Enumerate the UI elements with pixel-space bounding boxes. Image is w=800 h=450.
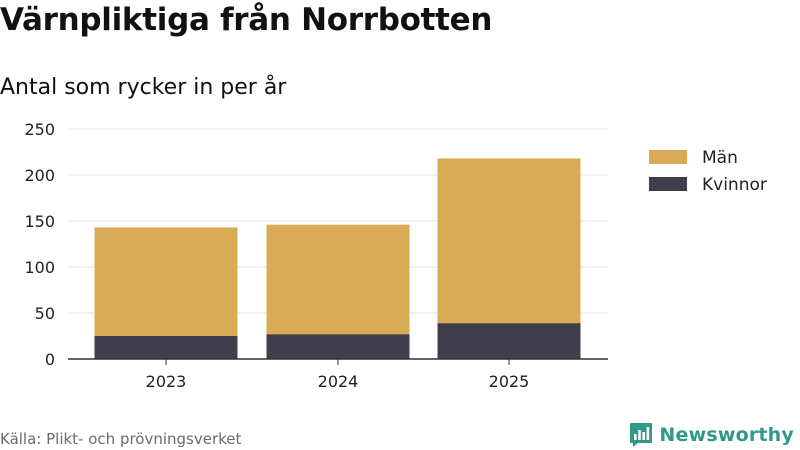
y-tick-label: 50 xyxy=(35,304,55,323)
source-note: Källa: Plikt- och prövningsverket xyxy=(0,430,242,448)
newsworthy-logo-text: Newsworthy xyxy=(659,424,794,446)
legend-label: Män xyxy=(702,148,738,168)
x-tick-label: 2023 xyxy=(146,372,187,391)
legend-swatch xyxy=(649,150,687,164)
legend-label: Kvinnor xyxy=(702,175,767,195)
bar-kvinnor-2024 xyxy=(266,334,410,359)
y-tick-label: 0 xyxy=(45,350,55,369)
y-tick-label: 150 xyxy=(24,212,55,231)
x-tick-label: 2025 xyxy=(489,372,530,391)
y-tick-label: 250 xyxy=(24,120,55,139)
bar-m-n-2024 xyxy=(266,224,410,335)
bar-kvinnor-2025 xyxy=(437,323,581,359)
newsworthy-logo[interactable]: Newsworthy xyxy=(629,420,794,450)
stacked-bar-chart: 0 50 100 150 200 250 2023 2024 2025 Män Kvinnor xyxy=(24,120,767,391)
legend-swatch xyxy=(649,177,687,191)
y-tick-label: 100 xyxy=(24,258,55,277)
chart-subtitle: Antal som rycker in per år xyxy=(0,75,287,100)
newsworthy-logo-icon xyxy=(630,423,653,447)
chart-title: Värnpliktiga från Norrbotten xyxy=(0,2,493,38)
y-tick-label: 200 xyxy=(24,166,55,185)
bar-m-n-2023 xyxy=(94,227,238,336)
x-tick-label: 2024 xyxy=(318,372,359,391)
bar-kvinnor-2023 xyxy=(94,336,238,359)
bar-m-n-2025 xyxy=(437,158,581,324)
